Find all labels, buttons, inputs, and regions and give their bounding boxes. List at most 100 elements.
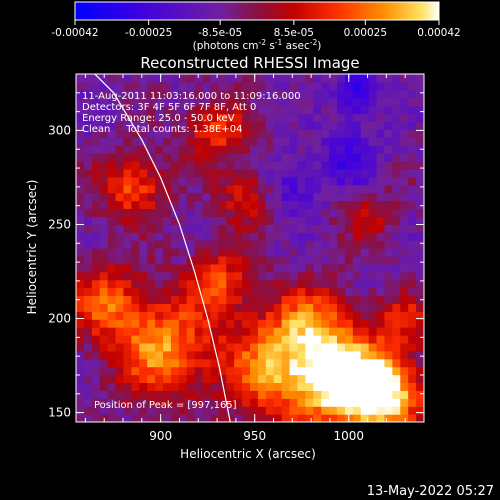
heatmap-cell [321, 255, 330, 265]
heatmap-cell [408, 129, 417, 138]
heatmap-cell [123, 335, 132, 344]
heatmap-cell [337, 382, 346, 391]
heatmap-cell [360, 200, 370, 210]
heatmap-cell [99, 184, 109, 194]
heatmap-cell [376, 366, 386, 376]
heatmap-cell [76, 81, 85, 91]
heatmap-cell [257, 176, 267, 186]
heatmap-cell [360, 287, 370, 297]
heatmap-cell [313, 374, 322, 384]
heatmap-cell [281, 382, 291, 391]
y-tick-label: 300 [48, 123, 71, 137]
heatmap-cell [408, 105, 417, 115]
heatmap-cell [139, 390, 148, 399]
heatmap-cell [273, 81, 283, 91]
heatmap-cell [91, 161, 101, 170]
heatmap-cell [352, 327, 362, 336]
heatmap-cell [368, 129, 378, 138]
heatmap-cell [273, 168, 283, 178]
heatmap-cell [76, 121, 85, 130]
heatmap-cell [392, 327, 401, 336]
heatmap-cell [131, 255, 140, 265]
heatmap-cell [416, 358, 424, 368]
heatmap-cell [352, 232, 362, 241]
heatmap-cell [163, 358, 172, 368]
heatmap-cell [115, 105, 125, 115]
heatmap-cell [194, 398, 204, 407]
heatmap-cell [99, 319, 109, 328]
heatmap-cell [376, 200, 386, 210]
heatmap-cell [392, 240, 401, 249]
heatmap-cell [384, 271, 393, 281]
heatmap-cell [202, 113, 212, 123]
heatmap-cell [123, 89, 132, 99]
heatmap-cell [392, 224, 401, 233]
heatmap-cell [210, 240, 219, 249]
heatmap-cell [352, 287, 362, 297]
heatmap-cell [178, 303, 188, 312]
heatmap-cell [170, 398, 180, 407]
heatmap-cell [83, 342, 93, 352]
heatmap-cell [226, 279, 235, 289]
heatmap-cell [131, 319, 140, 328]
heatmap-cell [297, 398, 306, 407]
heatmap-cell [178, 129, 188, 138]
heatmap-cell [218, 248, 227, 257]
heatmap-cell [131, 81, 140, 91]
heatmap-cell [91, 153, 101, 162]
heatmap-cell [123, 105, 132, 115]
y-tick-label: 200 [48, 312, 71, 326]
heatmap-cell [408, 414, 417, 422]
heatmap-cell [107, 350, 117, 360]
heatmap-cell [202, 335, 212, 344]
heatmap-cell [242, 366, 251, 376]
heatmap-cell [305, 287, 314, 297]
heatmap-cell [344, 358, 354, 368]
heatmap-cell [337, 153, 346, 162]
heatmap-cell [186, 161, 196, 170]
heatmap-cell [83, 248, 93, 257]
heatmap-cell [99, 406, 109, 415]
heatmap-cell [194, 89, 204, 99]
heatmap-cell [305, 263, 314, 273]
heatmap-cell [83, 390, 93, 399]
heatmap-cell [194, 327, 204, 336]
heatmap-cell [297, 311, 306, 320]
heatmap-cell [186, 216, 196, 225]
heatmap-cell [170, 216, 180, 225]
heatmap-cell [352, 295, 362, 304]
heatmap-cell [194, 113, 204, 123]
heatmap-cell [344, 311, 354, 320]
heatmap-cell [210, 248, 219, 257]
heatmap-cell [384, 200, 393, 210]
heatmap-cell [321, 358, 330, 368]
heatmap-cell [257, 350, 267, 360]
heatmap-cell [305, 390, 314, 399]
heatmap-cell [273, 271, 283, 281]
heatmap-cell [107, 81, 117, 91]
heatmap-cell [313, 129, 322, 138]
heatmap-cell [210, 137, 219, 146]
heatmap-cell [257, 279, 267, 289]
heatmap-cell [329, 176, 338, 186]
heatmap-cell [234, 153, 243, 162]
heatmap-cell [186, 342, 196, 352]
heatmap-cell [360, 350, 370, 360]
heatmap-cell [83, 271, 93, 281]
heatmap-cell [131, 89, 140, 99]
heatmap-cell [352, 153, 362, 162]
heatmap-cell [115, 224, 125, 233]
heatmap-cell [131, 168, 140, 178]
heatmap-cell [91, 303, 101, 312]
heatmap-cell [234, 208, 243, 217]
heatmap-cell [416, 192, 424, 202]
heatmap-cell [218, 311, 227, 320]
heatmap-cell [337, 406, 346, 415]
heatmap-cell [178, 240, 188, 249]
heatmap-cell [400, 161, 409, 170]
heatmap-cell [384, 287, 393, 297]
heatmap-cell [337, 89, 346, 99]
heatmap-cell [329, 374, 338, 384]
heatmap-cell [368, 137, 378, 146]
heatmap-cell [352, 184, 362, 194]
